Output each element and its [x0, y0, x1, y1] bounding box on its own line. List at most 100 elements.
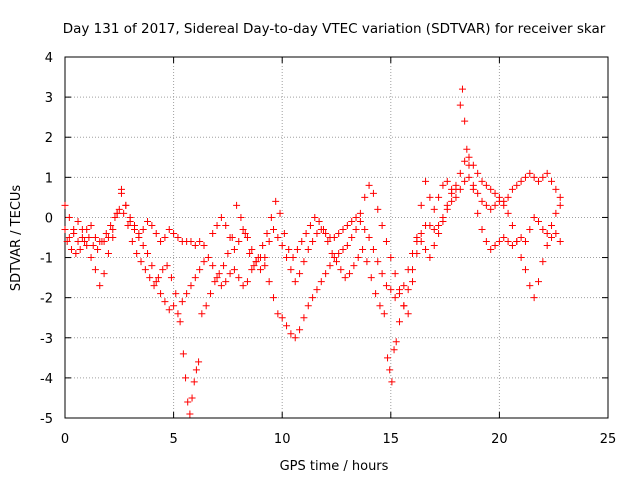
data-point	[513, 181, 521, 189]
data-point	[217, 213, 225, 221]
data-point	[272, 197, 280, 205]
data-point	[384, 354, 392, 362]
data-point	[324, 238, 332, 246]
y-tick-label: 2	[45, 131, 53, 146]
data-point	[517, 234, 525, 241]
data-point	[89, 242, 97, 250]
axis-ticks	[64, 56, 609, 419]
data-point	[482, 201, 490, 209]
data-point	[78, 225, 86, 233]
data-point	[356, 217, 364, 225]
data-point	[170, 229, 178, 237]
data-point	[539, 258, 547, 266]
data-point	[278, 242, 286, 250]
data-point	[465, 173, 473, 181]
data-point	[159, 266, 167, 274]
data-point	[363, 258, 371, 266]
data-point	[435, 229, 443, 237]
data-point	[83, 242, 91, 250]
data-point	[359, 246, 367, 254]
data-point	[283, 254, 291, 262]
data-point	[500, 234, 508, 241]
data-point	[530, 173, 538, 181]
data-point	[179, 350, 187, 358]
data-point	[328, 250, 336, 258]
data-point	[378, 221, 386, 229]
data-point	[78, 234, 86, 241]
plot-frame	[64, 56, 609, 419]
data-point	[174, 310, 182, 318]
data-point	[315, 217, 323, 225]
data-point	[265, 238, 273, 246]
data-point	[157, 290, 165, 298]
data-point	[365, 234, 373, 241]
data-point	[94, 246, 102, 254]
data-point	[348, 217, 356, 225]
data-point	[289, 254, 297, 262]
data-point	[326, 262, 334, 270]
data-point	[430, 225, 438, 233]
data-point	[548, 221, 556, 229]
data-point	[165, 306, 173, 314]
data-point	[526, 169, 534, 177]
data-point	[226, 270, 234, 278]
data-point	[239, 225, 247, 233]
x-tick-labels: 0 5 10 15 20 25	[61, 432, 616, 447]
data-point	[200, 258, 208, 266]
data-point	[330, 254, 338, 262]
data-point	[65, 213, 73, 221]
y-tick-label: -4	[40, 372, 53, 387]
data-point	[304, 246, 312, 254]
data-point	[139, 225, 147, 233]
data-point	[322, 229, 330, 237]
data-point	[330, 234, 338, 241]
x-tick-label: 10	[274, 432, 291, 447]
data-point	[285, 246, 293, 254]
data-point	[478, 225, 486, 233]
data-point	[204, 254, 212, 262]
data-point	[534, 177, 542, 185]
data-point	[91, 234, 99, 241]
data-point	[461, 177, 469, 185]
data-point	[122, 201, 130, 209]
data-point	[350, 262, 358, 270]
data-point	[259, 242, 267, 250]
data-point	[283, 322, 291, 330]
data-point	[302, 229, 310, 237]
data-point	[517, 177, 525, 185]
data-point	[243, 278, 251, 286]
data-point	[448, 197, 456, 205]
data-point	[543, 169, 551, 177]
data-point	[209, 229, 217, 237]
data-point	[100, 270, 108, 278]
data-point	[556, 238, 564, 246]
data-point	[539, 225, 547, 233]
data-point	[539, 173, 547, 181]
data-point	[61, 225, 69, 233]
data-point	[521, 238, 529, 246]
data-point	[187, 238, 195, 246]
y-tick-label: -1	[40, 252, 53, 267]
data-point	[209, 262, 217, 270]
data-point	[296, 270, 304, 278]
data-point	[504, 209, 512, 217]
data-point	[508, 185, 516, 193]
data-point	[111, 213, 119, 221]
data-point	[120, 209, 128, 217]
data-point	[243, 234, 251, 241]
data-point	[343, 242, 351, 250]
data-point	[556, 201, 564, 209]
data-point	[317, 278, 325, 286]
data-point	[534, 217, 542, 225]
data-point	[474, 189, 482, 197]
data-point	[552, 209, 560, 217]
x-tick-label: 15	[383, 432, 400, 447]
x-tick-label: 20	[491, 432, 508, 447]
data-point	[404, 286, 412, 294]
data-point	[311, 213, 319, 221]
data-point	[188, 394, 196, 402]
data-point	[458, 85, 466, 93]
data-point	[161, 234, 169, 241]
data-point	[265, 278, 273, 286]
data-point	[148, 262, 156, 270]
